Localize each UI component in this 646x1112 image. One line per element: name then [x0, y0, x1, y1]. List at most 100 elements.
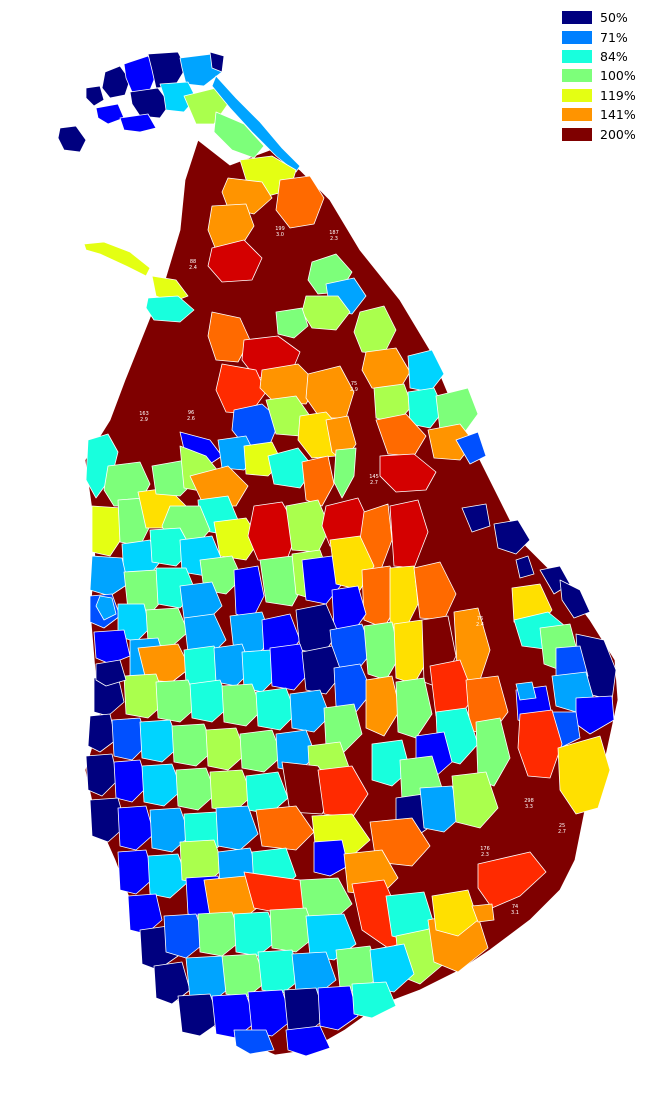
region-s-16	[205, 727, 247, 771]
region-sw-11	[451, 771, 499, 829]
legend-label: 141%	[600, 107, 636, 123]
region-ds-22	[351, 981, 397, 1019]
region-sw-10	[419, 785, 463, 833]
district-label-ratio: 2.3	[330, 236, 338, 242]
region-a-1	[207, 311, 251, 363]
legend-item: 50%	[562, 8, 636, 27]
region-ds-13	[257, 949, 303, 995]
region-jaffna-11	[57, 125, 87, 153]
region-s-11	[475, 717, 511, 787]
district-label-ratio: 2.7	[558, 829, 566, 835]
region-w-11	[213, 517, 261, 561]
district-label-ratio: 2.9	[140, 417, 148, 423]
region-jaffna-6	[129, 87, 171, 119]
region-w-16	[389, 499, 429, 569]
region-s-6	[255, 687, 297, 731]
region-s-17	[239, 729, 283, 773]
region-s-5	[221, 683, 263, 727]
district-label-ratio: 2.7	[370, 480, 378, 486]
region-e-16	[515, 555, 535, 579]
region-c-15	[393, 619, 431, 685]
legend-item: 84%	[562, 47, 636, 66]
region-ds-5	[269, 907, 317, 953]
region-s-14	[139, 719, 181, 763]
region-c-22	[241, 649, 279, 693]
region-sw-8	[317, 765, 369, 819]
district-label-value: 74	[512, 904, 518, 910]
district-label-value: 187	[329, 230, 339, 236]
region-ds-9	[431, 889, 479, 937]
region-ds-24	[285, 1025, 331, 1057]
region-s-3	[155, 679, 199, 723]
region-mannar-spit	[83, 241, 151, 277]
region-e-2	[493, 519, 531, 555]
region-e-1	[461, 503, 491, 533]
region-v-6	[407, 349, 445, 393]
region-sw-5	[209, 769, 253, 813]
region-sw-2	[113, 759, 149, 803]
region-a-2	[275, 307, 309, 339]
district-label-ratio: 3.3	[525, 804, 533, 810]
region-n-3	[275, 175, 325, 229]
region-north-lagoon	[211, 75, 301, 173]
region-ds-3	[197, 911, 243, 957]
region-ds-2	[163, 913, 207, 959]
region-ds-4	[233, 911, 279, 957]
region-sw-21	[147, 853, 189, 899]
region-c-14	[363, 621, 401, 681]
region-jaffna-1	[101, 65, 131, 99]
region-e-19	[471, 903, 495, 923]
legend-label: 71%	[600, 29, 628, 45]
region-c-26	[365, 675, 401, 737]
district-label-value: 145	[369, 474, 379, 480]
legend-label: 100%	[600, 68, 636, 84]
legend-item: 100%	[562, 66, 636, 85]
district-label-ratio: 3.1	[511, 910, 519, 916]
region-s-13	[111, 717, 149, 761]
district-label-ratio: 2.4	[189, 265, 197, 271]
region-ds-19	[247, 989, 293, 1037]
region-c-7	[389, 565, 419, 633]
region-sw-27	[127, 893, 163, 935]
legend-label: 84%	[600, 48, 628, 64]
district-label-value: 96	[188, 410, 194, 416]
region-e-18	[477, 851, 547, 909]
legend-swatch	[562, 49, 592, 63]
region-s-8	[323, 703, 363, 753]
region-s-15	[171, 723, 215, 767]
region-ds-20	[283, 987, 327, 1035]
region-c-12	[295, 603, 339, 655]
district-label-value: 199	[275, 226, 285, 232]
region-s-7	[289, 689, 331, 733]
region-e-15	[557, 735, 611, 815]
region-jaffna-5	[209, 51, 225, 73]
region-v-10	[375, 413, 427, 457]
region-mannar-2	[145, 295, 195, 323]
region-s-18	[275, 729, 317, 773]
region-w-3	[91, 505, 127, 557]
region-s-12	[87, 713, 117, 753]
legend-item: 200%	[562, 124, 636, 143]
region-w-21	[89, 555, 129, 597]
region-c-23	[269, 643, 311, 691]
region-a-15	[301, 455, 335, 507]
region-wc-1	[95, 595, 117, 621]
region-v-12	[455, 431, 487, 465]
district-label-value: 25	[559, 823, 565, 829]
region-wc-3	[95, 659, 127, 687]
region-e-14	[517, 709, 563, 779]
legend-swatch	[562, 69, 592, 83]
district-label-ratio: 2.4	[476, 622, 484, 628]
region-s-2	[123, 673, 167, 719]
region-jaffna-7	[159, 81, 197, 113]
legend-swatch	[562, 88, 592, 102]
legend-label: 50%	[600, 10, 628, 26]
region-sw-25	[313, 839, 349, 877]
region-c-8	[413, 561, 457, 621]
region-s-4	[189, 679, 231, 723]
legend-swatch	[562, 11, 592, 25]
region-a-5	[259, 363, 319, 405]
district-label-value: 88	[190, 259, 196, 265]
district-label-value: 163	[139, 411, 149, 417]
